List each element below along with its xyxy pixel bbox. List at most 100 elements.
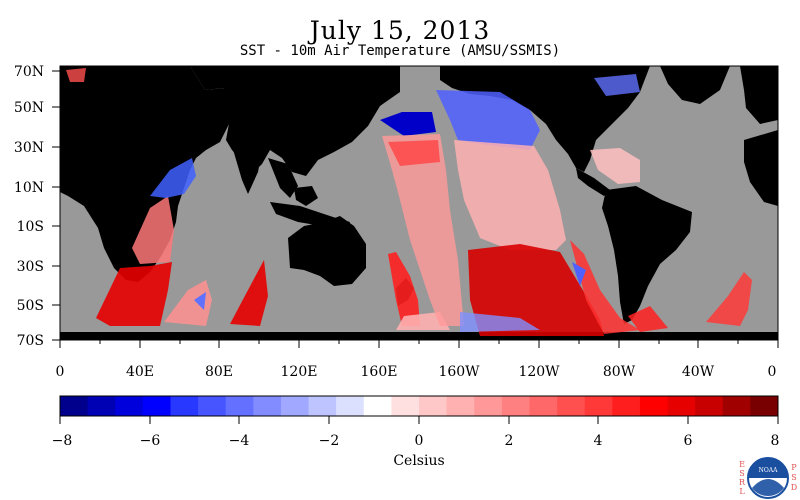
cb-tick-6: 6 bbox=[684, 433, 693, 449]
lon-label-0: 0 bbox=[56, 364, 65, 380]
anomaly-swath-indian-3b bbox=[194, 292, 206, 310]
lat-label-30n: 30N bbox=[14, 140, 44, 156]
map-title: July 15, 2013 bbox=[309, 16, 491, 45]
svg-text:D: D bbox=[791, 483, 797, 492]
land-india bbox=[232, 146, 262, 194]
colorbar-cell bbox=[308, 396, 337, 416]
colorbar-unit-label: Celsius bbox=[393, 453, 444, 469]
colorbar-cell bbox=[557, 396, 586, 416]
lat-label-50n: 50N bbox=[14, 100, 44, 116]
cb-tick-4: 4 bbox=[594, 433, 603, 449]
cb-tick-8: 8 bbox=[771, 433, 780, 449]
anomaly-swath-indian-3 bbox=[230, 260, 268, 326]
lon-label-0-right: 0 bbox=[768, 364, 777, 380]
anomaly-overlays bbox=[66, 68, 752, 336]
lon-label-40w: 40W bbox=[682, 364, 715, 380]
colorbar-cell bbox=[253, 396, 282, 416]
anomaly-swath-pacific-strip-hot bbox=[388, 140, 440, 166]
svg-text:L: L bbox=[739, 487, 745, 496]
lon-label-120w: 120W bbox=[518, 364, 560, 380]
colorbar-cell bbox=[529, 396, 558, 416]
colorbar-cell bbox=[667, 396, 696, 416]
anomaly-swath-indian-mid bbox=[132, 196, 174, 264]
svg-text:S: S bbox=[791, 473, 796, 482]
svg-text:E: E bbox=[739, 460, 745, 469]
land-borneo bbox=[294, 186, 318, 206]
noaa-logo: E S R L NOAA P S D bbox=[739, 457, 798, 499]
land-south-america bbox=[602, 186, 692, 324]
colorbar-cell bbox=[722, 396, 751, 416]
lon-label-120e: 120E bbox=[281, 364, 318, 380]
lat-label-10n: 10N bbox=[14, 180, 44, 196]
colorbar-cell bbox=[280, 396, 310, 416]
svg-text:S: S bbox=[739, 469, 744, 478]
anomaly-swath-east-pacific-south bbox=[468, 244, 604, 336]
anomaly-swath-caribbean bbox=[590, 148, 640, 184]
lon-label-40e: 40E bbox=[126, 364, 154, 380]
colorbar-cell bbox=[170, 396, 199, 416]
lat-label-70n: 70N bbox=[14, 64, 44, 80]
colorbar-cell bbox=[695, 396, 724, 416]
land-greenland bbox=[660, 66, 730, 104]
lon-label-80e: 80E bbox=[205, 364, 233, 380]
anomaly-swath-east-pacific-south-b bbox=[460, 312, 540, 332]
map-area bbox=[60, 66, 778, 340]
colorbar-ticks bbox=[59, 416, 779, 424]
land-western-europe bbox=[740, 66, 778, 124]
colorbar-cell bbox=[115, 396, 144, 416]
colorbar-cell bbox=[363, 396, 392, 416]
lat-label-50s: 50S bbox=[17, 298, 44, 314]
cb-tick-0: 0 bbox=[415, 433, 424, 449]
colorbar-cell bbox=[750, 396, 779, 416]
anomaly-swath-pacific-north-blue bbox=[380, 112, 436, 136]
colorbar-cell bbox=[225, 396, 254, 416]
colorbar-cell bbox=[87, 396, 116, 416]
noaa-logo-text: NOAA bbox=[759, 467, 779, 474]
svg-text:R: R bbox=[739, 478, 746, 487]
anomaly-swath-east-pacific-mid bbox=[454, 140, 566, 250]
land-antarctica bbox=[60, 332, 778, 340]
anomaly-swath-south-atlantic bbox=[706, 272, 752, 326]
anomaly-swath-indian-north bbox=[150, 158, 196, 198]
anomaly-swath-sa-coast-blue bbox=[572, 262, 586, 286]
land-australia bbox=[288, 216, 366, 286]
colorbar-cell bbox=[391, 396, 420, 416]
colorbar-cell bbox=[419, 396, 448, 416]
colorbar-cell bbox=[584, 396, 613, 416]
land-se-asia bbox=[268, 158, 298, 198]
cb-tick-minus-6: −6 bbox=[140, 433, 161, 449]
colorbar-cell bbox=[612, 396, 641, 416]
psd-letters: P S D bbox=[791, 463, 798, 492]
anomaly-swath-pacific-strip bbox=[382, 134, 464, 326]
anomaly-swath-patagonia bbox=[628, 306, 668, 332]
cb-tick-minus-4: −4 bbox=[229, 433, 250, 449]
anomaly-swath-north-africa bbox=[66, 68, 86, 82]
colorbar-cell bbox=[639, 396, 669, 416]
land-central-america bbox=[576, 168, 610, 196]
colorbar-cell bbox=[501, 396, 530, 416]
lat-label-10s: 10S bbox=[17, 219, 44, 235]
anomaly-swath-tasman bbox=[388, 252, 420, 326]
svg-text:P: P bbox=[791, 463, 797, 472]
colorbar-cell bbox=[474, 396, 503, 416]
anomaly-swath-sa-coast bbox=[570, 240, 640, 334]
cb-tick-2: 2 bbox=[505, 433, 514, 449]
lon-label-160w: 160W bbox=[438, 364, 480, 380]
map-subtitle: SST - 10m Air Temperature (AMSU/SSMIS) bbox=[239, 43, 561, 59]
lat-label-30s: 30S bbox=[17, 259, 44, 275]
anomaly-swath-indian-south bbox=[96, 262, 172, 326]
colorbar-cell bbox=[198, 396, 227, 416]
land-africa-europe bbox=[60, 66, 232, 282]
colorbar-cell bbox=[336, 396, 365, 416]
colorbar-cell bbox=[60, 396, 89, 416]
lon-label-160e: 160E bbox=[361, 364, 398, 380]
esrl-letters: E S R L bbox=[739, 460, 746, 496]
colorbar-cell bbox=[142, 396, 171, 416]
land-japan bbox=[336, 112, 356, 142]
cb-tick-minus-2: −2 bbox=[319, 433, 340, 449]
anomaly-swath-east-pacific-north bbox=[436, 90, 540, 150]
colorbar bbox=[60, 396, 779, 416]
lon-label-80w: 80W bbox=[603, 364, 636, 380]
longitude-axis: 0 40E 80E 120E 160E 160W 120W 80W 40W 0 bbox=[56, 340, 779, 380]
